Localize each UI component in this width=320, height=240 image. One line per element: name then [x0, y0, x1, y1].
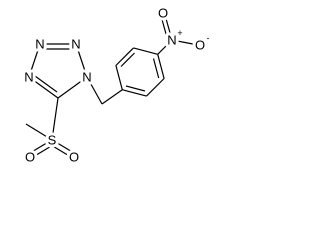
bond: [86, 76, 103, 105]
bond: [157, 54, 165, 79]
charge: +: [177, 28, 182, 38]
bond: [50, 144, 72, 158]
atom: S: [48, 133, 57, 148]
bond: [171, 39, 199, 46]
charge: -: [207, 33, 210, 43]
atom: N: [24, 70, 33, 85]
bond: [29, 140, 51, 154]
bond: [120, 52, 135, 67]
bond: [34, 75, 58, 93]
bond: [164, 14, 173, 41]
atom: N: [35, 37, 44, 52]
atom: N: [82, 70, 91, 85]
atom: N: [167, 33, 176, 48]
bond: [57, 76, 88, 99]
atom: O: [158, 6, 168, 21]
bond: [133, 47, 158, 55]
bond: [25, 123, 53, 141]
bond: [146, 78, 165, 97]
bond: [157, 39, 173, 55]
atom-labels: N N N N S O O N + O O -: [21, 3, 211, 168]
bond: [115, 65, 123, 90]
bond: [32, 144, 54, 158]
molecule-diagram: N N N N S O O N + O O -: [21, 3, 211, 168]
bond: [28, 76, 59, 99]
bond: [115, 47, 134, 66]
bond: [125, 85, 146, 92]
atom: O: [195, 38, 205, 53]
bond: [75, 43, 88, 78]
bond: [122, 89, 147, 97]
bond: [101, 89, 123, 105]
atom: O: [25, 150, 35, 165]
bond: [53, 140, 75, 154]
bond: [51, 97, 59, 141]
atom: O: [69, 150, 79, 165]
bond: [160, 15, 169, 42]
bond: [28, 43, 41, 78]
atom: N: [71, 37, 80, 52]
bond: [152, 58, 160, 79]
bonds: [25, 14, 199, 158]
